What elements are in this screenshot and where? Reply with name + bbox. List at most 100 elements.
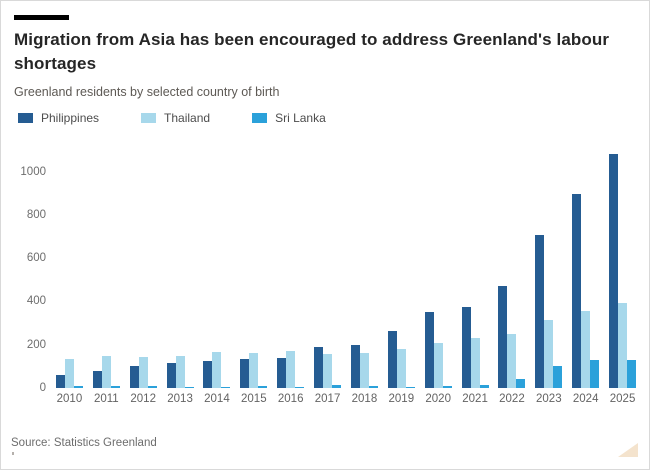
x-tick-2019: 2019 (388, 393, 415, 405)
bar-thailand-2022 (507, 333, 517, 388)
legend-item-thailand[interactable]: Thailand (141, 111, 210, 125)
bar-philippines-2017 (314, 346, 324, 388)
legend-label-sri-lanka: Sri Lanka (275, 111, 326, 125)
bar-sri-lanka-2019 (405, 386, 415, 388)
x-tick-2013: 2013 (167, 393, 193, 405)
bar-sri-lanka-2021 (479, 384, 489, 388)
bar-sri-lanka-2017 (332, 384, 342, 388)
x-tick-2015: 2015 (241, 393, 267, 405)
legend-label-thailand: Thailand (164, 111, 211, 125)
legend-item-philippines[interactable]: Philippines (18, 111, 99, 125)
bar-sri-lanka-2013 (184, 386, 194, 388)
bar-thailand-2016 (286, 351, 296, 388)
x-tick-2011: 2011 (93, 393, 119, 405)
bar-sri-lanka-2010 (73, 385, 83, 388)
x-tick-2020: 2020 (425, 393, 451, 405)
x-tick-2024: 2024 (572, 393, 599, 405)
y-tick-800: 800 (26, 208, 46, 221)
bar-philippines-2013 (166, 363, 176, 388)
bar-group-2012 (125, 151, 162, 388)
legend-swatch-thailand (141, 113, 157, 123)
y-tick-1000: 1000 (20, 165, 46, 178)
bar-group-2015 (235, 151, 272, 388)
bar-philippines-2021 (461, 306, 471, 388)
bar-philippines-2014 (203, 360, 213, 388)
chart-title: Migration from Asia has been encouraged … (14, 30, 610, 73)
x-tick-2023: 2023 (536, 393, 562, 405)
bar-sri-lanka-2015 (258, 385, 268, 388)
kicker-bar (14, 15, 69, 20)
x-tick-2017: 2017 (314, 393, 341, 405)
bar-sri-lanka-2020 (442, 385, 452, 388)
bar-group-2016 (272, 151, 309, 388)
x-tick-2012: 2012 (130, 393, 156, 405)
x-tick-2018: 2018 (351, 393, 378, 405)
resize-handle-icon[interactable] (618, 443, 638, 457)
bar-thailand-2015 (249, 353, 259, 388)
x-tick-2010: 2010 (56, 393, 83, 405)
y-tick-400: 400 (26, 295, 46, 308)
bar-sri-lanka-2023 (553, 366, 563, 388)
x-tick-2022: 2022 (499, 393, 525, 405)
bar-thailand-2019 (396, 349, 406, 388)
bar-thailand-2025 (618, 302, 628, 388)
legend-swatch-sri-lanka (252, 113, 268, 123)
bar-philippines-2018 (350, 344, 360, 388)
y-tick-0: 0 (39, 382, 46, 394)
bar-thailand-2011 (101, 355, 111, 388)
bar-philippines-2010 (55, 375, 65, 388)
bar-sri-lanka-2018 (368, 385, 378, 388)
bar-thailand-2013 (175, 355, 185, 388)
y-tick-200: 200 (26, 338, 46, 351)
bar-philippines-2024 (572, 194, 582, 388)
bar-sri-lanka-2024 (590, 359, 600, 388)
bar-thailand-2014 (212, 352, 222, 388)
bar-group-2021 (457, 151, 494, 388)
bar-thailand-2010 (64, 358, 74, 388)
source-note: Source: Statistics Greenland (11, 437, 157, 449)
bar-group-2024 (567, 151, 604, 388)
bar-group-2011 (88, 151, 125, 388)
bar-sri-lanka-2022 (516, 379, 526, 388)
bar-thailand-2020 (433, 342, 443, 388)
bar-thailand-2017 (323, 354, 333, 388)
bar-philippines-2023 (535, 235, 545, 388)
bar-thailand-2023 (544, 319, 554, 388)
plot-area (51, 151, 641, 388)
bar-philippines-2015 (240, 358, 250, 388)
bar-group-2022 (494, 151, 531, 388)
bar-philippines-2012 (129, 366, 139, 388)
bar-group-2023 (530, 151, 567, 388)
bar-philippines-2020 (424, 312, 434, 388)
bar-group-2010 (51, 151, 88, 388)
legend-label-philippines: Philippines (41, 111, 100, 125)
bar-philippines-2016 (277, 357, 287, 388)
bar-group-2013 (162, 151, 199, 388)
bar-group-2018 (346, 151, 383, 388)
bar-thailand-2024 (581, 311, 591, 388)
legend-swatch-philippines (18, 113, 33, 123)
y-axis: 0 200 400 600 800 1000 (1, 151, 46, 394)
x-tick-2014: 2014 (204, 393, 230, 405)
bar-sri-lanka-2016 (295, 386, 305, 388)
bar-sri-lanka-2012 (147, 385, 157, 388)
x-tick-2025: 2025 (609, 393, 636, 405)
legend-item-sri-lanka[interactable]: Sri Lanka (252, 111, 326, 125)
bar-philippines-2022 (498, 286, 508, 388)
bar-group-2019 (383, 151, 420, 388)
bar-thailand-2021 (470, 338, 480, 388)
bar-thailand-2012 (138, 356, 148, 388)
bar-philippines-2011 (92, 370, 102, 388)
bar-sri-lanka-2014 (221, 386, 231, 388)
x-axis: 2010 2011 2012 2013 2014 2015 2016 2017 2018 2019… (51, 393, 641, 405)
bar-philippines-2019 (387, 330, 397, 388)
bar-group-2017 (309, 151, 346, 388)
x-tick-2016: 2016 (277, 393, 304, 405)
x-tick-2021: 2021 (462, 393, 488, 405)
bar-thailand-2018 (359, 353, 369, 388)
legend: Philippines Thailand Sri Lanka (18, 111, 326, 125)
bar-group-2014 (199, 151, 236, 388)
y-tick-600: 600 (26, 252, 46, 265)
bar-group-2025 (604, 151, 641, 388)
